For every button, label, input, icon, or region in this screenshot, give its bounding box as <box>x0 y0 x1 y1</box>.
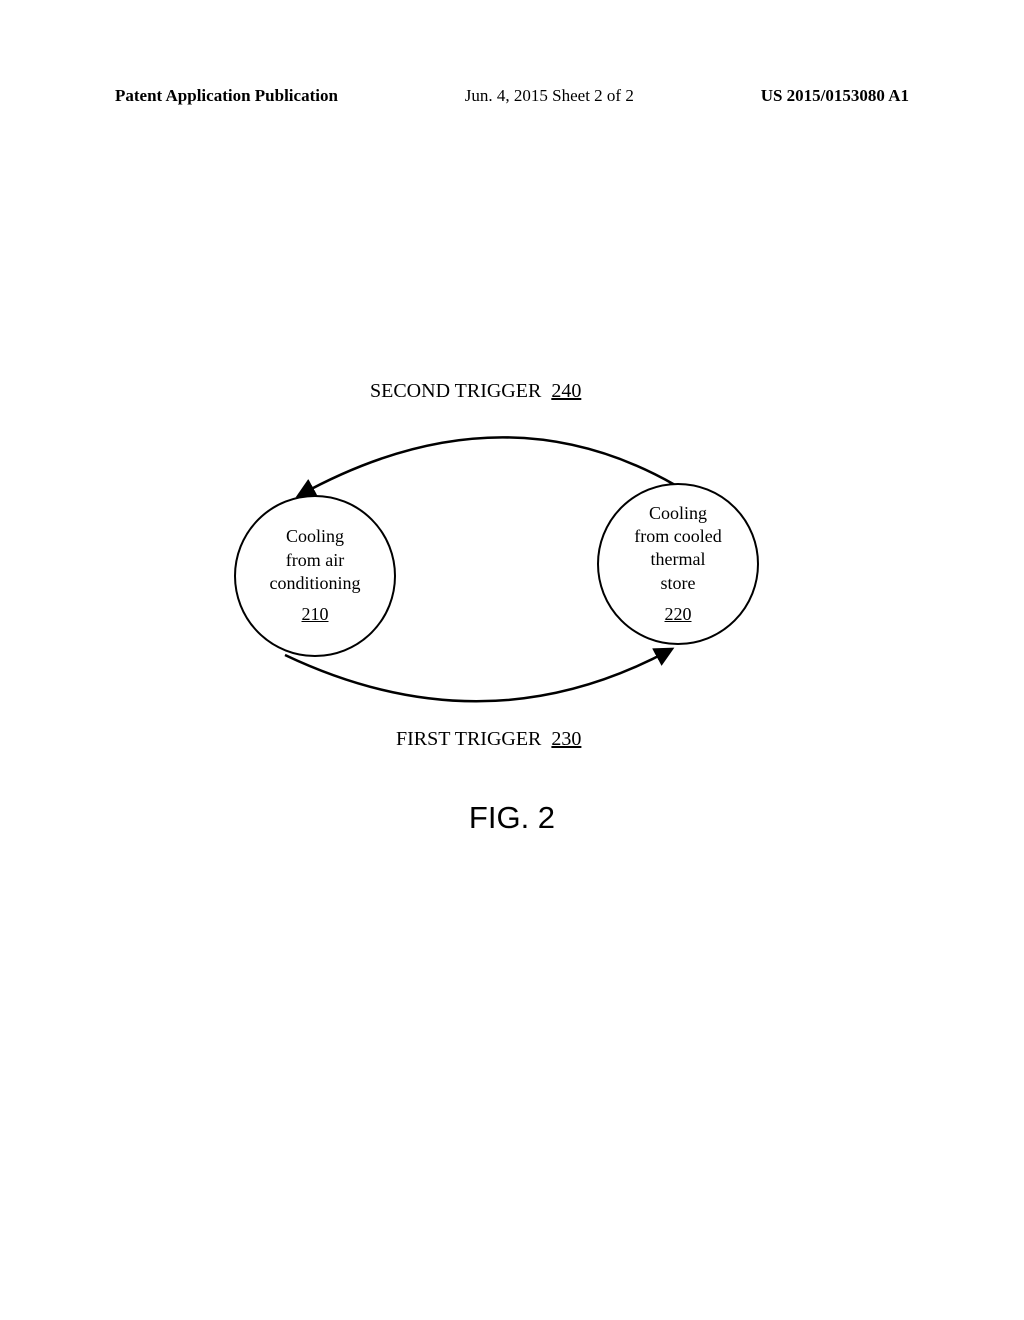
state-left-line1: Cooling <box>286 525 344 548</box>
state-left-line2: from air <box>286 549 344 572</box>
header-date-sheet: Jun. 4, 2015 Sheet 2 of 2 <box>465 86 634 106</box>
figure-caption: FIG. 2 <box>0 800 1024 836</box>
bottom-arc-arrow <box>285 650 670 701</box>
second-trigger-ref: 240 <box>551 380 581 402</box>
header-pub-number: US 2015/0153080 A1 <box>761 86 909 106</box>
first-trigger-ref: 230 <box>551 728 581 750</box>
top-arc-arrow <box>300 437 675 495</box>
state-right-line3: thermal <box>651 548 706 571</box>
state-left-line3: conditioning <box>270 572 361 595</box>
second-trigger-label: SECOND TRIGGER 240 <box>370 380 581 403</box>
header-publication: Patent Application Publication <box>115 86 338 106</box>
first-trigger-label: FIRST TRIGGER 230 <box>396 728 581 751</box>
state-right-line4: store <box>661 572 696 595</box>
state-right-ref: 220 <box>665 603 692 626</box>
state-thermal-store: Cooling from cooled thermal store 220 <box>597 483 759 645</box>
page-header: Patent Application Publication Jun. 4, 2… <box>0 86 1024 106</box>
state-left-ref: 210 <box>302 603 329 626</box>
first-trigger-text: FIRST TRIGGER <box>396 728 541 750</box>
state-right-line2: from cooled <box>634 525 721 548</box>
second-trigger-text: SECOND TRIGGER <box>370 380 541 402</box>
state-right-line1: Cooling <box>649 502 707 525</box>
state-air-conditioning: Cooling from air conditioning 210 <box>234 495 396 657</box>
